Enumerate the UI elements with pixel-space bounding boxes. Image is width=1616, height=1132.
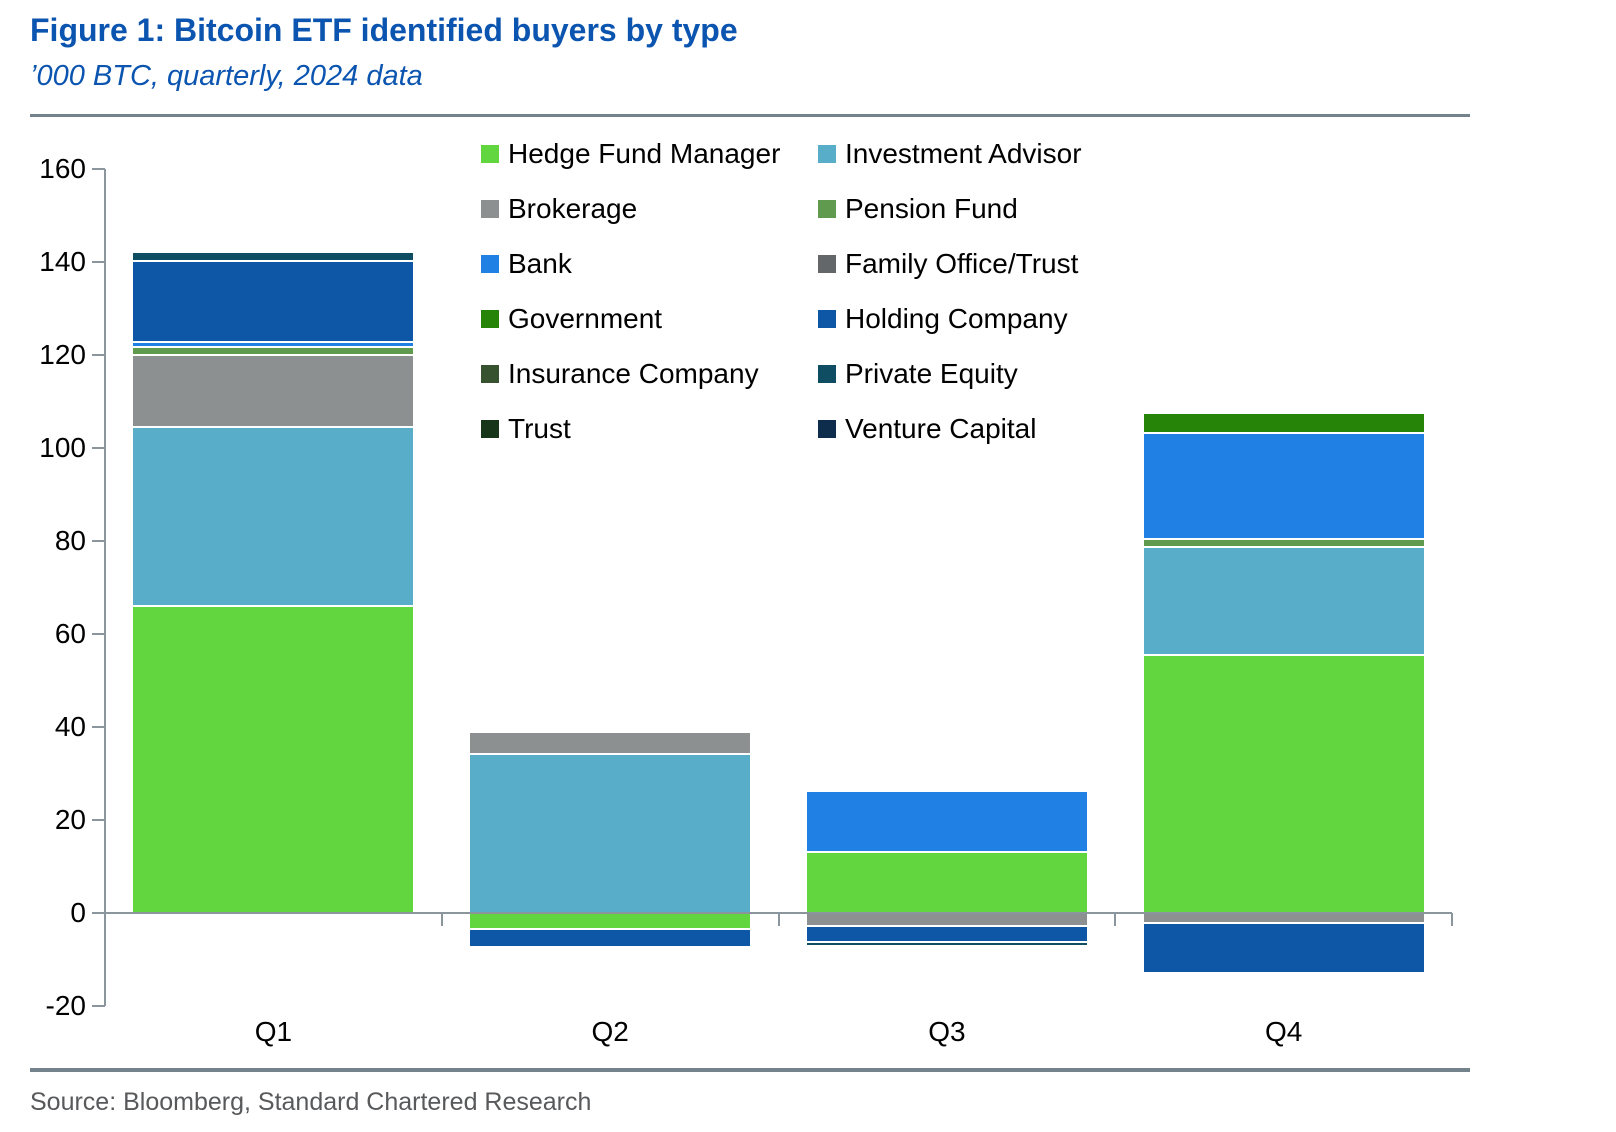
legend-label: Government xyxy=(508,302,663,334)
y-tick-label: -20 xyxy=(45,990,86,1021)
legend-swatch-private-equity-icon xyxy=(818,364,836,383)
x-axis-label-q3: Q3 xyxy=(928,1016,966,1047)
legend-item-hedge-fund-manager: Hedge Fund Manager xyxy=(481,139,818,168)
x-axis-tick xyxy=(440,913,443,926)
bar-segment-private-equity xyxy=(806,941,1087,946)
y-tick-label: 100 xyxy=(39,432,86,463)
y-tick-mark xyxy=(92,447,105,449)
legend-swatch-brokerage-icon xyxy=(481,199,499,218)
legend-item-bank: Bank xyxy=(481,249,818,278)
y-tick-mark xyxy=(92,540,105,542)
y-tick-label: 140 xyxy=(39,246,86,277)
y-axis-line xyxy=(104,169,106,1006)
x-axis-label-q2: Q2 xyxy=(591,1016,629,1047)
y-tick-mark xyxy=(92,354,105,356)
bar-segment-bank xyxy=(806,791,1087,853)
y-tick-mark xyxy=(92,912,105,914)
legend-swatch-insurance-company-icon xyxy=(481,364,499,383)
legend-item-venture-capital: Venture Capital xyxy=(818,414,1082,443)
legend-swatch-family-office-trust-icon xyxy=(818,254,836,273)
legend-item-insurance-company: Insurance Company xyxy=(481,359,818,388)
bar-segment-government xyxy=(1143,412,1424,434)
y-tick-mark xyxy=(92,633,105,635)
bar-segment-investment-advisor xyxy=(1143,546,1424,655)
bar-segment-hedge-fund-manager xyxy=(1143,654,1424,913)
legend-item-pension-fund: Pension Fund xyxy=(818,194,1082,223)
bar-segment-private-equity xyxy=(133,252,414,261)
figure-title: Figure 1: Bitcoin ETF identified buyers … xyxy=(30,12,738,48)
bar-segment-brokerage xyxy=(806,913,1087,926)
y-tick-mark xyxy=(92,168,105,170)
legend-swatch-investment-advisor-icon xyxy=(818,144,836,163)
legend-item-brokerage: Brokerage xyxy=(481,194,818,223)
bar-segment-holding-company xyxy=(470,928,751,948)
bar-segment-brokerage xyxy=(133,355,414,428)
bar-segment-pension-fund xyxy=(1143,539,1424,547)
y-tick-label: 60 xyxy=(54,618,86,649)
bar-segment-bank xyxy=(1143,433,1424,540)
bar-segment-hedge-fund-manager xyxy=(470,913,751,929)
bar-segment-hedge-fund-manager xyxy=(806,852,1087,913)
bar-segment-pension-fund xyxy=(133,346,414,355)
legend-label: Private Equity xyxy=(845,357,1018,389)
bar-segment-investment-advisor xyxy=(133,427,414,607)
legend-swatch-hedge-fund-manager-icon xyxy=(481,144,499,163)
y-tick-label: 120 xyxy=(39,339,86,370)
bar-segment-hedge-fund-manager xyxy=(133,606,414,913)
legend-label: Holding Company xyxy=(845,302,1068,334)
y-tick-label: 40 xyxy=(54,711,86,742)
legend-swatch-pension-fund-icon xyxy=(818,199,836,218)
legend-swatch-government-icon xyxy=(481,309,499,328)
y-tick-mark xyxy=(92,819,105,821)
legend-item-family-office-trust: Family Office/Trust xyxy=(818,249,1082,278)
bar-segment-brokerage xyxy=(1143,913,1424,923)
x-axis-tick xyxy=(1114,913,1117,926)
bar-segment-bank xyxy=(133,341,414,347)
legend-label: Bank xyxy=(508,247,572,279)
x-axis-tick xyxy=(777,913,780,926)
y-tick-label: 80 xyxy=(54,525,86,556)
y-tick-mark xyxy=(92,726,105,728)
y-tick-mark xyxy=(92,1005,105,1007)
legend-swatch-holding-company-icon xyxy=(818,309,836,328)
x-axis-label-q4: Q4 xyxy=(1264,1016,1303,1047)
x-axis-label-q1: Q1 xyxy=(254,1016,293,1047)
x-axis-tick xyxy=(1451,913,1453,926)
legend-label: Brokerage xyxy=(508,192,638,224)
legend-item-investment-advisor: Investment Advisor xyxy=(818,139,1082,168)
legend-swatch-bank-icon xyxy=(481,254,499,273)
bar-segment-holding-company xyxy=(1143,922,1424,973)
legend-label: Pension Fund xyxy=(845,192,1018,224)
source-note: Source: Bloomberg, Standard Chartered Re… xyxy=(30,1088,592,1116)
legend-label: Venture Capital xyxy=(845,412,1037,444)
legend-label: Family Office/Trust xyxy=(845,247,1079,279)
legend-swatch-trust-icon xyxy=(481,419,499,438)
y-tick-label: 160 xyxy=(39,153,86,184)
bar-segment-brokerage xyxy=(470,732,751,754)
legend-label: Insurance Company xyxy=(508,357,759,389)
bar-segment-holding-company xyxy=(806,925,1087,942)
legend-item-trust: Trust xyxy=(481,414,818,443)
legend-label: Hedge Fund Manager xyxy=(508,137,781,169)
legend-label: Trust xyxy=(508,412,571,444)
y-tick-label: 0 xyxy=(70,897,86,928)
legend-label: Investment Advisor xyxy=(845,137,1082,169)
footer-divider xyxy=(30,1068,1470,1072)
legend-item-private-equity: Private Equity xyxy=(818,359,1082,388)
legend: Hedge Fund Manager Investment Advisor Brok… xyxy=(481,139,1082,443)
y-tick-mark xyxy=(92,261,105,263)
bar-segment-investment-advisor xyxy=(470,753,751,913)
legend-item-government: Government xyxy=(481,304,818,333)
legend-swatch-venture-capital-icon xyxy=(818,419,836,438)
bar-segment-holding-company xyxy=(133,260,414,342)
header-divider xyxy=(30,114,1470,117)
figure-subtitle: ’000 BTC, quarterly, 2024 data xyxy=(30,60,423,92)
y-tick-label: 20 xyxy=(54,804,86,835)
legend-item-holding-company: Holding Company xyxy=(818,304,1082,333)
